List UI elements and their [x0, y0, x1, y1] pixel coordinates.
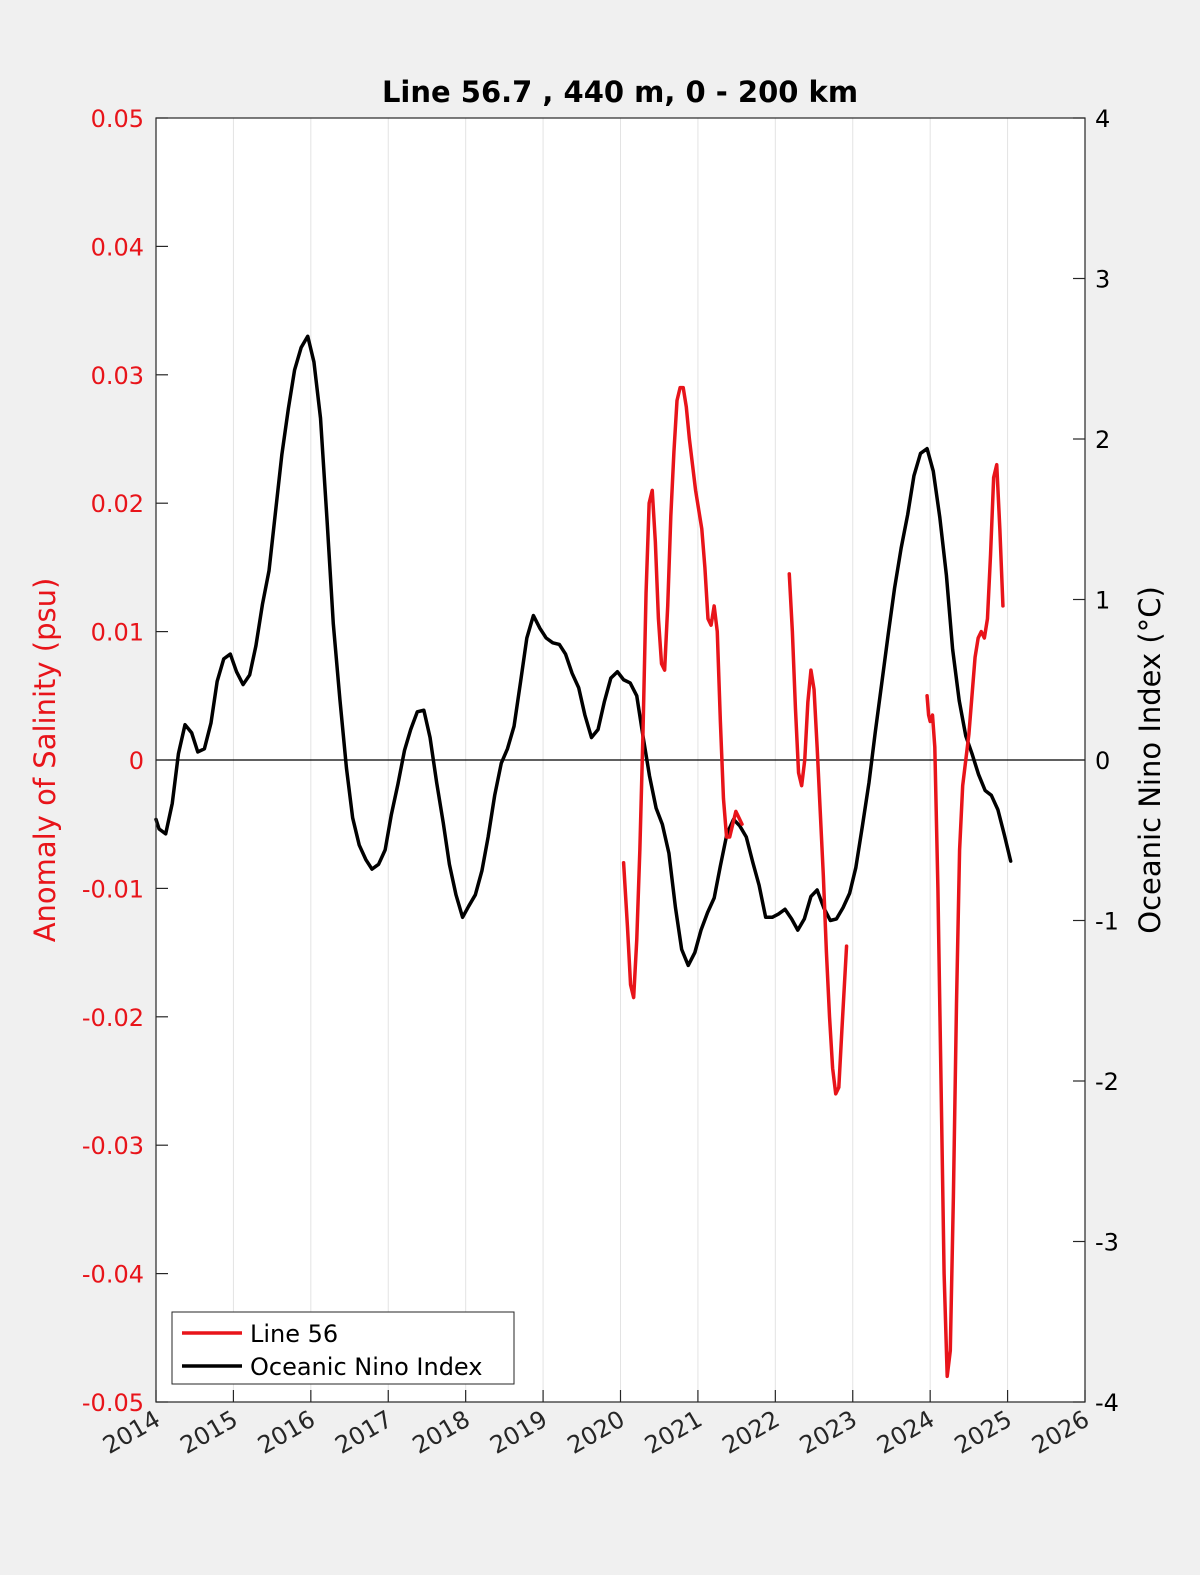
left-tick-label: -0.01 [82, 875, 144, 903]
left-tick-label: 0.01 [91, 619, 144, 647]
right-axis: -4 -3 -2 -1 0 1 2 3 4 [1073, 105, 1119, 1417]
series-line-56-segment-2 [925, 462, 1005, 1379]
left-tick-label: -0.04 [82, 1261, 144, 1289]
legend-box [171, 1311, 515, 1385]
left-tick-label: -0.05 [82, 1389, 144, 1417]
right-tick-label: 4 [1095, 105, 1110, 133]
left-tick-label: 0.04 [91, 233, 144, 261]
right-tick-label: -3 [1095, 1229, 1119, 1257]
right-tick-label: -1 [1095, 908, 1119, 936]
legend: Line 56 Oceanic Nino Index [171, 1311, 515, 1385]
left-tick-label: 0.02 [91, 490, 144, 518]
left-tick-label: 0.03 [91, 362, 144, 390]
left-tick-label: -0.02 [82, 1004, 144, 1032]
right-tick-label: -4 [1095, 1389, 1119, 1417]
left-tick-label: 0.05 [91, 105, 144, 133]
right-tick-label: 0 [1095, 747, 1110, 775]
right-tick-label: 1 [1095, 587, 1110, 615]
left-tick-label: -0.03 [82, 1132, 144, 1160]
series-line-56-segment-0 [621, 385, 744, 1000]
legend-label-line-56: Line 56 [250, 1320, 338, 1348]
right-tick-label: 2 [1095, 426, 1110, 454]
left-axis: -0.05 -0.04 -0.03 -0.02 -0.01 0 0.01 0.02 0.03 0.… [82, 105, 168, 1417]
right-axis-title: Oceanic Nino Index (°C) [1133, 586, 1167, 934]
right-tick-label: 3 [1095, 266, 1110, 294]
series-oceanic-nino-index-segment-0 [154, 334, 1013, 968]
left-axis-title: Anomaly of Salinity (psu) [28, 578, 62, 943]
legend-label-oceanic-nino-index: Oceanic Nino Index [250, 1353, 482, 1381]
chart-title: Line 56.7 , 440 m, 0 - 200 km [382, 75, 858, 109]
series-line-56-segment-1 [787, 572, 849, 1096]
series-lines [154, 334, 1013, 1379]
left-tick-label: 0 [129, 747, 144, 775]
right-tick-label: -2 [1095, 1068, 1119, 1096]
